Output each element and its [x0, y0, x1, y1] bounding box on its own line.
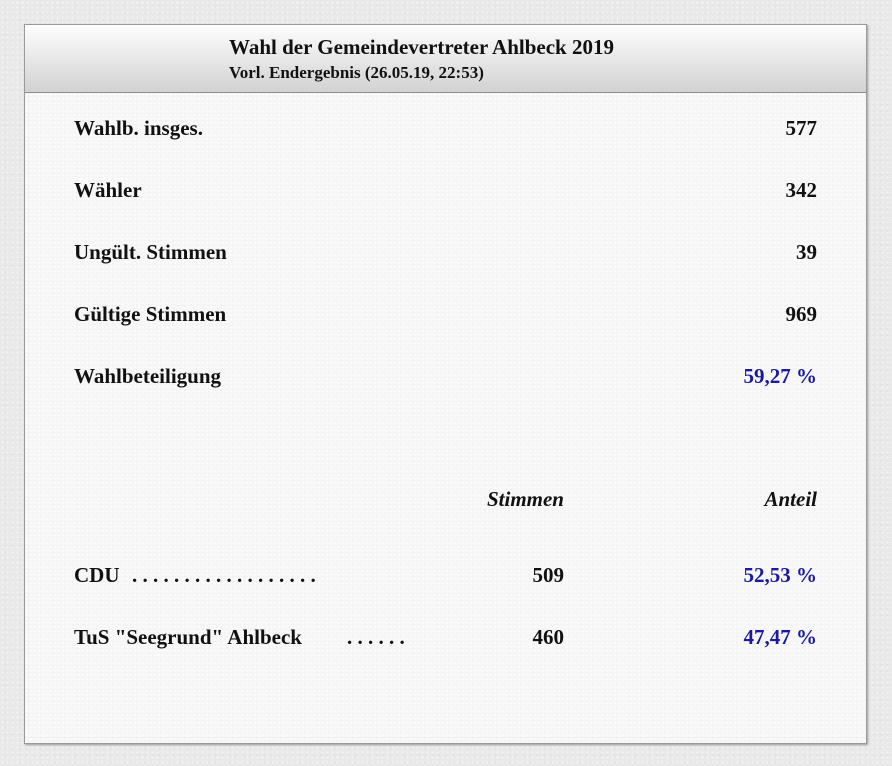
summary-value: 342 — [785, 178, 818, 202]
summary-label: Wahlbeteiligung — [74, 364, 222, 388]
summary-label: Ungült. Stimmen — [74, 240, 227, 264]
leader-dots: . . . . . . — [347, 625, 405, 649]
summary-value: 39 — [796, 240, 817, 264]
summary-label: Wähler — [74, 178, 142, 202]
summary-label: Wahlb. insges. — [74, 116, 203, 140]
column-header-share: Anteil — [764, 487, 817, 511]
column-header-votes: Stimmen — [486, 487, 564, 511]
summary-row-valid-votes: Gültige Stimmen 969 — [74, 302, 817, 330]
panel-header: Wahl der Gemeindevertreter Ahlbeck 2019 … — [25, 25, 866, 93]
party-row-cdu: CDU . . . . . . . . . . . . . . . . . . … — [74, 563, 817, 591]
turnout-value: 59,27 % — [743, 364, 818, 388]
summary-row-voters: Wähler 342 — [74, 178, 817, 206]
page-title: Wahl der Gemeindevertreter Ahlbeck 2019 — [229, 35, 614, 59]
summary-label: Gültige Stimmen — [74, 302, 227, 326]
party-share: 47,47 % — [743, 625, 818, 649]
party-row-tus-seegrund: TuS "Seegrund" Ahlbeck . . . . . . 460 4… — [74, 625, 817, 653]
summary-value: 969 — [785, 302, 818, 326]
party-votes: 460 — [532, 625, 565, 649]
summary-value: 577 — [785, 116, 818, 140]
party-name: CDU — [74, 563, 120, 587]
summary-row-invalid-votes: Ungült. Stimmen 39 — [74, 240, 817, 268]
party-votes: 509 — [532, 563, 565, 587]
page-subtitle: Vorl. Endergebnis (26.05.19, 22:53) — [229, 63, 484, 82]
results-panel: Wahl der Gemeindevertreter Ahlbeck 2019 … — [24, 24, 867, 744]
summary-row-turnout: Wahlbeteiligung 59,27 % — [74, 364, 817, 392]
party-share: 52,53 % — [743, 563, 818, 587]
leader-dots: . . . . . . . . . . . . . . . . . . — [132, 563, 316, 587]
summary-row-eligible-voters: Wahlb. insges. 577 — [74, 116, 817, 144]
party-name: TuS "Seegrund" Ahlbeck — [74, 625, 302, 649]
